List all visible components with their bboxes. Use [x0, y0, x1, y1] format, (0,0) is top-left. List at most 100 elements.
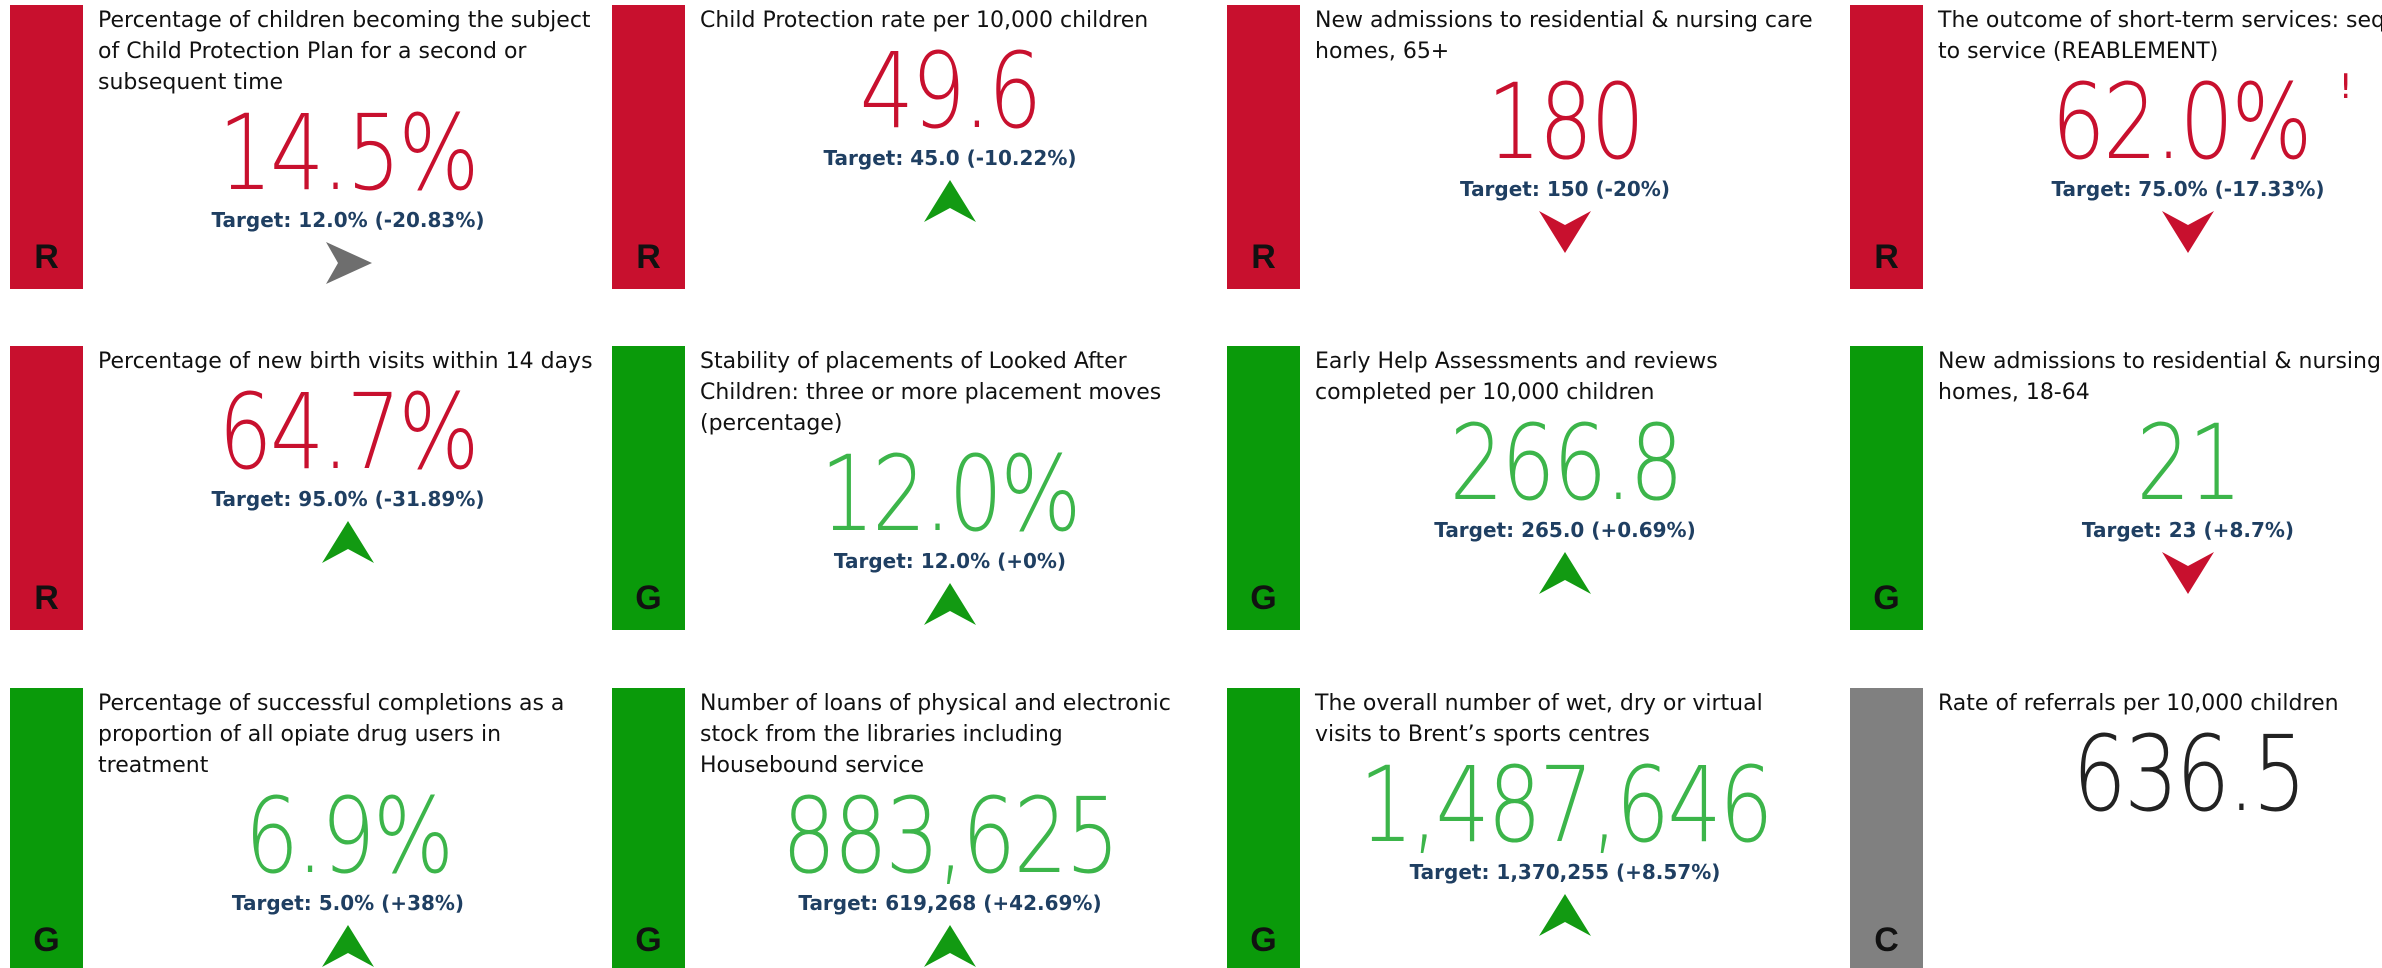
status-bar: R	[1227, 5, 1300, 289]
kpi-value: 883,625	[782, 775, 1120, 897]
trend-arrow	[1539, 894, 1591, 936]
status-bar: G	[612, 688, 685, 968]
kpi-value: 64.7%	[218, 371, 480, 493]
kpi-value: 14.5%	[218, 92, 480, 214]
status-bar: R	[10, 346, 83, 630]
kpi-body: Number of loans of physical and electron…	[700, 688, 1200, 968]
kpi-body: New admissions to residential & nursing …	[1315, 5, 1815, 289]
kpi-body: Percentage of children becoming the subj…	[98, 5, 598, 289]
trend-arrow	[2162, 211, 2214, 253]
kpi-value-row: 883,625	[745, 781, 1154, 891]
kpi-target: Target: 45.0 (-10.22%)	[823, 146, 1077, 170]
kpi-flag: !	[2338, 67, 2353, 107]
kpi-value: 12.0%	[820, 433, 1082, 555]
status-letter: R	[34, 579, 59, 617]
kpi-value-row: 636.5	[2047, 719, 2330, 829]
kpi-card: C Rate of referrals per 10,000 children 63…	[1850, 688, 2382, 968]
status-bar: C	[1850, 688, 1923, 968]
trend-arrow	[322, 521, 374, 563]
kpi-value: 266.8	[1449, 402, 1683, 524]
kpi-body: Child Protection rate per 10,000 childre…	[700, 5, 1200, 289]
arrow-shape	[924, 180, 976, 222]
kpi-body: The overall number of wet, dry or virtua…	[1315, 688, 1815, 968]
trend-arrow	[924, 925, 976, 967]
status-bar: G	[1850, 346, 1923, 630]
trend-arrow	[924, 583, 976, 625]
trend-arrow	[2162, 552, 2214, 594]
kpi-title: Percentage of new birth visits within 14…	[98, 349, 593, 374]
arrow-shape	[322, 521, 374, 563]
kpi-card: G The overall number of wet, dry or virtu…	[1227, 688, 1817, 968]
kpi-card: G Early Help Assessments and reviews comp…	[1227, 346, 1817, 630]
status-bar: R	[1850, 5, 1923, 289]
kpi-title: New admissions to residential & nursing …	[1315, 8, 1813, 64]
status-bar: R	[612, 5, 685, 289]
status-letter: G	[635, 579, 662, 617]
arrow-shape	[2162, 211, 2214, 253]
arrow-shape	[1539, 894, 1591, 936]
status-letter: R	[1874, 238, 1899, 276]
status-letter: G	[1873, 579, 1900, 617]
arrow-shape	[322, 925, 374, 967]
kpi-title: Percentage of children becoming the subj…	[98, 8, 591, 95]
status-letter: C	[1874, 921, 1899, 959]
status-bar: G	[612, 346, 685, 630]
kpi-value: 180	[1487, 61, 1645, 183]
kpi-body: The outcome of short-term services: sequ…	[1938, 5, 2382, 289]
kpi-body: Stability of placements of Looked After …	[700, 346, 1200, 630]
kpi-title: Stability of placements of Looked After …	[700, 349, 1162, 436]
kpi-target: Target: 12.0% (-20.83%)	[211, 208, 485, 232]
kpi-title: Number of loans of physical and electron…	[700, 691, 1171, 778]
kpi-card: R Percentage of children becoming the sub…	[10, 5, 600, 289]
kpi-target: Target: 23 (+8.7%)	[2081, 518, 2295, 542]
status-bar: R	[10, 5, 83, 289]
status-bar: G	[1227, 688, 1300, 968]
kpi-value-row: 64.7%	[190, 377, 505, 487]
arrow-shape	[326, 242, 372, 284]
kpi-value-row: 6.9%	[222, 781, 474, 891]
trend-arrow	[326, 242, 372, 284]
kpi-value-row: 14.5%	[190, 98, 505, 208]
status-letter: R	[636, 238, 661, 276]
kpi-value-row: 180	[1470, 67, 1660, 177]
kpi-value: 6.9%	[244, 775, 454, 897]
kpi-value-row: 49.6	[840, 36, 1060, 146]
kpi-card: R New admissions to residential & nursing…	[1227, 5, 1817, 289]
kpi-title: Early Help Assessments and reviews compl…	[1315, 349, 1718, 405]
kpi-card: G New admissions to residential & nursing…	[1850, 346, 2382, 630]
kpi-value: 21	[2136, 402, 2242, 524]
kpi-card: R The outcome of short-term services: seq…	[1850, 5, 2382, 289]
kpi-target: Target: 619,268 (+42.69%)	[798, 891, 1102, 915]
kpi-value-row: 21	[2125, 408, 2251, 518]
kpi-target: Target: 265.0 (+0.69%)	[1434, 518, 1696, 542]
kpi-target: Target: 5.0% (+38%)	[231, 891, 465, 915]
arrow-shape	[1539, 552, 1591, 594]
trend-arrow	[322, 925, 374, 967]
kpi-target: Target: 150 (-20%)	[1460, 177, 1670, 201]
kpi-value: 49.6	[859, 30, 1042, 152]
kpi-body: Percentage of new birth visits within 14…	[98, 346, 598, 630]
kpi-value: 1,487,646	[1359, 744, 1773, 866]
kpi-title: New admissions to residential & nursing …	[1938, 349, 2382, 405]
kpi-card: R Percentage of new birth visits within 1…	[10, 346, 600, 630]
kpi-target: Target: 75.0% (-17.33%)	[2051, 177, 2325, 201]
kpi-value-row: 12.0%	[792, 439, 1107, 549]
status-letter: R	[34, 238, 59, 276]
kpi-card: R Child Protection rate per 10,000 childr…	[612, 5, 1202, 289]
status-bar: G	[10, 688, 83, 968]
status-letter: R	[1251, 238, 1276, 276]
kpi-title: Child Protection rate per 10,000 childre…	[700, 8, 1149, 33]
kpi-body: Percentage of successful completions as …	[98, 688, 598, 968]
kpi-value: 636.5	[2072, 713, 2306, 835]
status-bar: G	[1227, 346, 1300, 630]
arrow-shape	[2162, 552, 2214, 594]
kpi-value-row: 1,487,646	[1314, 750, 1816, 860]
kpi-title: Rate of referrals per 10,000 children	[1938, 691, 2339, 716]
trend-arrow	[1539, 211, 1591, 253]
kpi-card: G Number of loans of physical and electro…	[612, 688, 1202, 968]
kpi-card: G Percentage of successful completions as…	[10, 688, 600, 968]
arrow-shape	[924, 925, 976, 967]
arrow-shape	[1539, 211, 1591, 253]
kpi-card: G Stability of placements of Looked After…	[612, 346, 1202, 630]
